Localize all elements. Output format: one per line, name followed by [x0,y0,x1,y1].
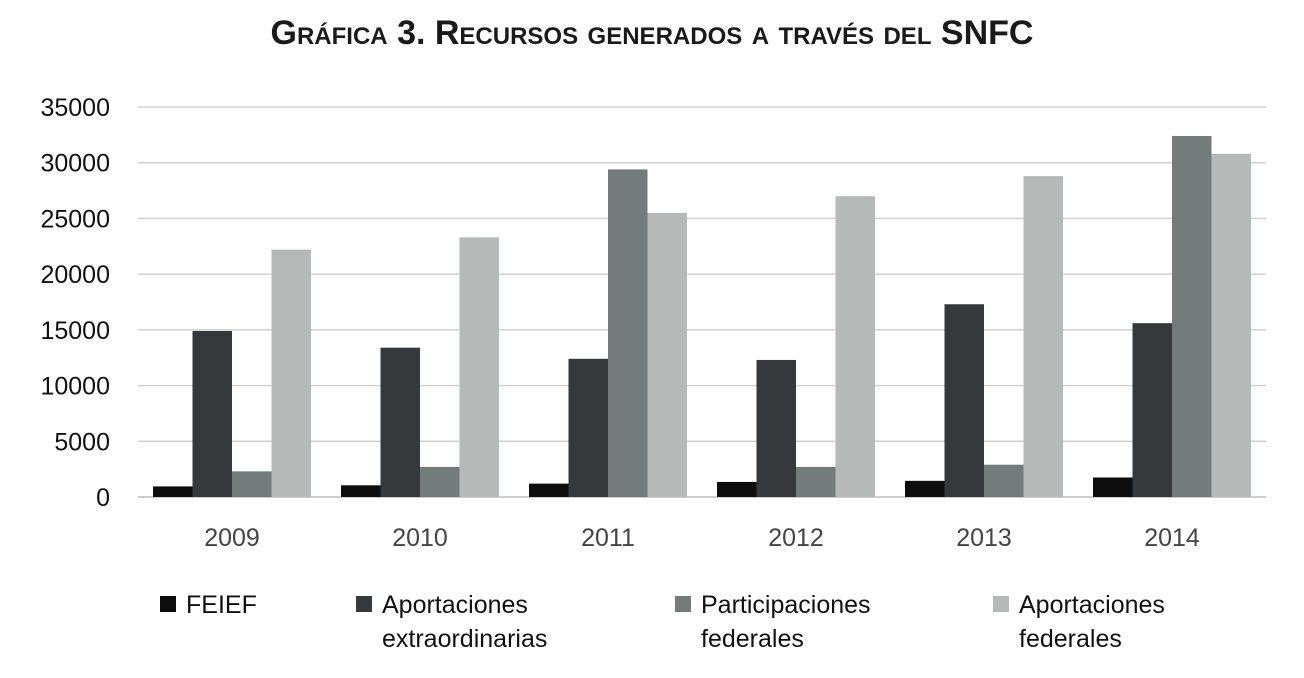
legend-item-feief: FEIEF [160,588,257,622]
bars [153,135,1251,498]
x-tick-label-2013: 2013 [956,524,1012,552]
legend-label-participaciones-federales: Participaciones federales [701,591,871,653]
bar-2012-series-2 [796,466,836,497]
x-tick-label-2014: 2014 [1144,524,1200,552]
bar-2009-series-1 [192,330,232,497]
legend-swatch-participaciones-federales [675,596,691,612]
bar-2014-series-2 [1172,135,1212,497]
bar-2012-series-0 [717,481,757,497]
bar-2013-series-1 [944,304,984,497]
legend-label-aportaciones-extraordinarias: Aportaciones extraordinarias [382,591,548,653]
bar-2009-series-3 [271,249,311,497]
y-axis-ticks: 0 5000 10000 15000 20000 25000 30000 35000 [40,94,110,512]
bar-2011-series-2 [608,169,648,497]
bar-2010-series-3 [459,237,499,497]
legend-item-aportaciones-federales: Aportaciones federales [993,588,1165,656]
y-tick-label: 5000 [54,428,110,456]
bar-2009-series-2 [232,471,272,497]
y-tick-label: 0 [96,484,110,512]
y-tick-label: 30000 [40,150,110,178]
bar-2010-series-0 [341,485,381,497]
bar-2009-series-0 [153,486,193,497]
bar-2013-series-0 [905,480,945,497]
gridlines [138,106,1266,498]
bar-2013-series-2 [984,464,1024,497]
bar-2012-series-3 [835,196,875,497]
bar-2010-series-1 [380,347,420,497]
bar-2012-series-1 [756,359,796,497]
legend-item-participaciones-federales: Participaciones federales [675,588,871,656]
x-tick-label-2009: 2009 [204,524,260,552]
legend-swatch-aportaciones-extraordinarias [356,596,372,612]
legend-swatch-feief [160,596,176,612]
x-axis-ticks: 2009 2010 2011 2012 2013 2014 [204,524,1200,552]
y-tick-label: 35000 [40,94,110,122]
chart-title: Gráfica 3. Recursos generados a través d… [270,14,1034,52]
legend-label-aportaciones-federales: Aportaciones federales [1019,591,1165,653]
y-tick-label: 10000 [40,373,110,401]
legend-swatch-aportaciones-federales [993,596,1009,612]
y-tick-label: 20000 [40,261,110,289]
bar-2014-series-1 [1132,323,1172,497]
x-tick-label-2010: 2010 [392,524,448,552]
bar-2014-series-3 [1211,153,1251,498]
x-tick-label-2011: 2011 [581,524,635,552]
x-tick-label-2012: 2012 [768,524,824,552]
bar-2011-series-0 [529,483,569,497]
bar-2010-series-2 [420,466,460,497]
bar-2011-series-1 [568,358,608,497]
y-tick-label: 25000 [40,205,110,233]
bar-2011-series-3 [647,212,687,497]
y-tick-label: 15000 [40,317,110,345]
bar-2013-series-3 [1023,176,1063,498]
legend-item-aportaciones-extraordinarias: Aportaciones extraordinarias [356,588,547,656]
bar-2014-series-0 [1093,477,1133,497]
legend-label-feief: FEIEF [186,591,257,619]
